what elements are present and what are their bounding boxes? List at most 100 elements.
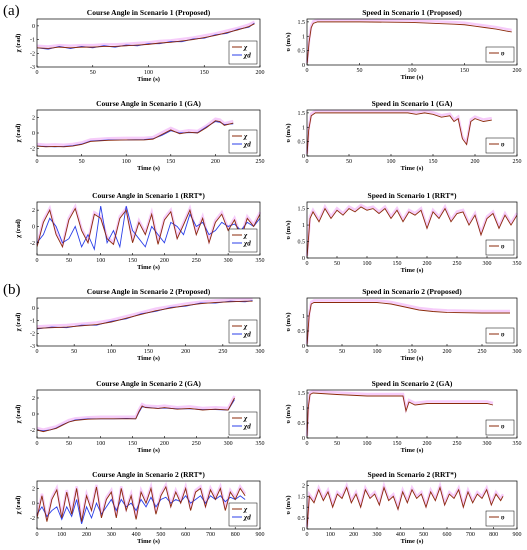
y-tick-label: 0 — [302, 154, 305, 160]
chart-panel-0: Course Angle in Scenario 1 (Proposed) 0 50… — [15, 8, 265, 83]
x-tick-label: 50 — [66, 258, 72, 264]
chart-title: Course Angle in Scenario 2 (Proposed) — [87, 287, 211, 296]
y-axis-label: υ (m/s) — [285, 220, 292, 239]
chart-panel-5: Speed in Scenario 1 (RRT*) 0 50 100 150 200 25… — [285, 191, 522, 274]
plot-frame — [36, 480, 261, 530]
x-tick-label: 200 — [256, 70, 265, 76]
legend: χχd — [228, 319, 258, 344]
x-axis-label: Time (s) — [401, 74, 424, 81]
series-line-actual — [307, 206, 517, 258]
x-tick-label: 0 — [36, 258, 39, 264]
legend: υ — [485, 419, 515, 436]
x-tick-label: 250 — [453, 441, 462, 447]
legend-entry: υ — [501, 141, 505, 149]
plot-frame — [306, 389, 518, 439]
legend-entry: χ — [243, 44, 248, 52]
x-tick-label: 250 — [256, 159, 265, 165]
series-line-desired — [37, 495, 246, 524]
legend-entry: χd — [243, 52, 251, 60]
x-tick-label: 200 — [443, 349, 452, 355]
y-tick-label: 2 — [32, 486, 35, 492]
chart-panel-11: Speed in Scenario 2 (RRT*) 0 100 200 300 400 5… — [285, 470, 522, 545]
y-tick-label: -1 — [30, 38, 35, 44]
y-tick-label: 2 — [32, 116, 35, 122]
series-band — [36, 20, 255, 48]
x-axis-label: Time (s) — [137, 165, 160, 172]
x-tick-label: 50 — [334, 261, 340, 267]
y-axis-label: χ (rad) — [15, 124, 22, 144]
y-axis-label: υ (m/s) — [285, 312, 292, 331]
chart-panel-7: Speed in Scenario 2 (Proposed) 0 50 100 150 2… — [285, 287, 522, 362]
y-tick-label: 1.5 — [298, 111, 306, 117]
x-tick-label: 200 — [423, 261, 432, 267]
x-tick-label: 600 — [443, 532, 452, 538]
legend-entry: χ — [243, 133, 248, 141]
y-tick-label: 1 — [302, 34, 305, 40]
chart-title: Speed in Scenario 1 (GA) — [372, 99, 453, 108]
y-tick-label: 0 — [302, 344, 305, 350]
x-tick-label: 200 — [349, 532, 358, 538]
x-tick-label: 200 — [82, 532, 91, 538]
legend: υ — [485, 137, 515, 154]
x-tick-label: 500 — [156, 532, 165, 538]
series-line-desired — [37, 205, 260, 251]
x-tick-label: 150 — [166, 159, 175, 165]
x-tick-label: 50 — [357, 68, 363, 74]
x-tick-label: 50 — [334, 441, 340, 447]
legend-entry: υ — [501, 331, 505, 339]
x-axis-label: Time (s) — [401, 267, 424, 274]
x-tick-label: 800 — [231, 532, 240, 538]
y-axis-label: χ (rad) — [15, 405, 22, 425]
x-axis-label: Time (s) — [137, 447, 160, 454]
x-tick-label: 150 — [393, 441, 402, 447]
series-band — [35, 203, 262, 249]
legend-box — [228, 319, 258, 344]
x-tick-label: 100 — [96, 441, 105, 447]
legend-entry: υ — [501, 243, 505, 251]
x-tick-label: 200 — [423, 441, 432, 447]
x-tick-label: 300 — [483, 441, 492, 447]
x-tick-label: 0 — [36, 532, 39, 538]
x-tick-label: 0 — [306, 349, 309, 355]
y-tick-label: 0 — [32, 131, 35, 137]
x-tick-label: 250 — [478, 349, 487, 355]
y-tick-label: 0 — [302, 436, 305, 442]
x-tick-label: 150 — [460, 68, 469, 74]
plot-frame — [306, 109, 518, 157]
x-tick-label: 50 — [66, 441, 72, 447]
x-tick-label: 200 — [181, 349, 190, 355]
y-tick-label: 0.5 — [298, 49, 306, 55]
plot-frame — [36, 201, 261, 256]
y-tick-label: 0 — [302, 63, 305, 69]
y-axis-label: χ (rad) — [15, 496, 22, 516]
legend-box — [485, 46, 515, 63]
x-axis-label: Time (s) — [401, 165, 424, 172]
x-tick-label: 200 — [160, 441, 169, 447]
x-tick-label: 0 — [306, 532, 309, 538]
legend: χχd — [228, 40, 258, 65]
plot-frame — [306, 201, 518, 259]
legend-entry: υ — [501, 423, 505, 431]
series-band — [305, 18, 512, 64]
x-tick-label: 150 — [128, 441, 137, 447]
y-tick-label: -1 — [30, 319, 35, 325]
y-tick-label: -2 — [30, 146, 35, 152]
plot-frame — [306, 480, 518, 530]
y-axis-label: χ (rad) — [15, 313, 22, 333]
x-tick-label: 350 — [256, 258, 265, 264]
chart-title: Course Angle in Scenario 1 (Proposed) — [87, 8, 211, 17]
x-tick-label: 350 — [513, 261, 522, 267]
plot-frame — [36, 109, 261, 157]
x-tick-label: 900 — [513, 532, 522, 538]
y-tick-label: 2 — [32, 396, 35, 402]
chart-panel-6: Course Angle in Scenario 2 (Proposed) 0 50… — [15, 287, 265, 362]
y-axis-label: υ (m/s) — [285, 32, 292, 51]
series-line-actual — [307, 486, 504, 529]
y-tick-label: -2 — [30, 51, 35, 57]
legend: χχd — [228, 228, 258, 253]
series-band — [305, 203, 519, 257]
y-tick-label: 1 — [302, 406, 305, 412]
y-tick-label: 0.5 — [298, 240, 306, 246]
x-tick-label: 200 — [160, 258, 169, 264]
plot-frame — [36, 297, 261, 347]
